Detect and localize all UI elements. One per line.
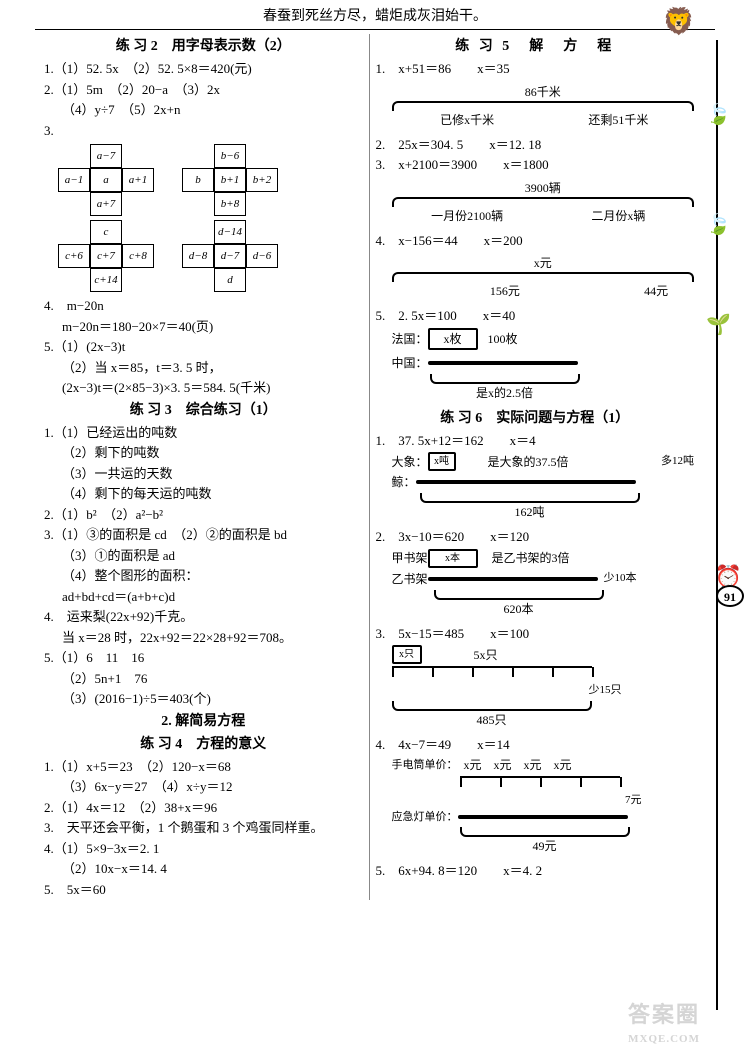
ex5-line: 2. 25x＝304. 5 x＝12. 18	[376, 135, 695, 155]
ex2-line: 3.	[44, 121, 363, 141]
ex3-line: （2）剩下的吨数	[44, 443, 363, 463]
ex3-line: 5.（1）6 11 16	[44, 648, 363, 668]
corner-lion-icon: 🦁	[663, 2, 695, 41]
cross-c: c c+6c+7c+8 c+14	[58, 220, 154, 292]
ex4-line: 1.（1）x+5＝23 （2）120−x＝68	[44, 757, 363, 777]
ex4-line: （2）10x−x＝14. 4	[44, 859, 363, 879]
ex4-line: 3. 天平还会平衡，1 个鹅蛋和 3 个鸡蛋同样重。	[44, 818, 363, 838]
ex2-line: (2x−3)t＝(2×85−3)×3. 5＝584. 5(千米)	[44, 378, 363, 398]
watermark: 答案圈 MXQE.COM	[628, 998, 700, 1048]
ex6-line: 1. 37. 5x+12＝162 x＝4	[376, 431, 695, 451]
page-number-badge: 91	[716, 585, 744, 607]
ex5-line: 4. x−156＝44 x＝200	[376, 231, 695, 251]
ex3-line: （3）一共运的天数	[44, 464, 363, 484]
diagram-xyuan: x元 156元44元	[392, 254, 695, 300]
ex2-line: m−20n＝180−20×7＝40(页)	[44, 317, 363, 337]
diagram-86km: 86千米 已修x千米还剩51千米	[392, 83, 695, 129]
diagram-5x: x只 5x只 少15只 485只	[392, 645, 695, 729]
ex2-line: 5.（1）(2x−3)t	[44, 337, 363, 357]
ex3-line: （3）(2016−1)÷5＝403(个)	[44, 689, 363, 709]
ex2-title: 练 习 2 用字母表示数（2）	[44, 36, 363, 57]
right-column: 练 习 5 解 方 程 1. x+51＝86 x＝35 86千米 已修x千米还剩…	[370, 34, 701, 900]
ex6-line: 2. 3x−10＝620 x＝120	[376, 527, 695, 547]
ex5-title: 练 习 5 解 方 程	[376, 36, 695, 57]
diagram-bookshelf: 甲书架 x本 是乙书架的3倍 乙书架 少10本 620本	[392, 549, 695, 618]
ex6-line: 4. 4x−7＝49 x＝14	[376, 735, 695, 755]
ex3-line: （4）整个图形的面积：	[44, 566, 363, 586]
cross-d: d−14 d−8d−7d−6 d	[182, 220, 278, 292]
ex6-line: 5. 6x+94. 8＝120 x＝4. 2	[376, 861, 695, 881]
diagram-3900: 3900辆 一月份2100辆二月份x辆	[392, 179, 695, 225]
ex4-line: 5. 5x＝60	[44, 880, 363, 900]
diagram-france-china: 法国： x枚 100枚 中国： 是x的2.5倍	[392, 328, 695, 402]
ex3-line: 3.（1）③的面积是 cd （2）②的面积是 bd	[44, 525, 363, 545]
ex2-line: （4）y÷7 （5）2x+n	[44, 100, 363, 120]
cross-row-2: c c+6c+7c+8 c+14 d−14 d−8d−7d−6 d	[44, 220, 363, 292]
header-quote: 春蚕到死丝方尽，蜡炬成灰泪始干。	[35, 0, 715, 30]
ex2-line: 4. m−20n	[44, 296, 363, 316]
ex4-line: （3）6x−y＝27 （4）x÷y＝12	[44, 777, 363, 797]
ex2-line: 2.（1）5m （2）20−a （3）2x	[44, 80, 363, 100]
ex3-line: ad+bd+cd＝(a+b+c)d	[44, 587, 363, 607]
ex5-line: 5. 2. 5x＝100 x＝40	[376, 306, 695, 326]
ex3-line: 1.（1）已经运出的吨数	[44, 423, 363, 443]
ex3-line: 当 x＝28 时，22x+92＝22×28+92＝708。	[44, 628, 363, 648]
ex3-line: （4）剩下的每天运的吨数	[44, 484, 363, 504]
ex6-title: 练 习 6 实际问题与方程（1）	[376, 408, 695, 429]
cross-row-1: a−7 a−1aa+1 a+7 b−6 bb+1b+2 b+8	[44, 144, 363, 216]
ex3-line: （2）5n+1 76	[44, 669, 363, 689]
ex3-line: 4. 运来梨(22x+92)千克。	[44, 607, 363, 627]
diagram-flashlight: 手电筒单价： x元 x元 x元 x元 7元 应急灯单价： 49元	[392, 756, 695, 855]
ex3-title: 练 习 3 综合练习（1）	[44, 400, 363, 421]
cross-a: a−7 a−1aa+1 a+7	[58, 144, 154, 216]
ex2-line: （2）当 x＝85，t＝3. 5 时，	[44, 358, 363, 378]
ex3-line: 2.（1）b² （2）a²−b²	[44, 505, 363, 525]
cross-b: b−6 bb+1b+2 b+8	[182, 144, 278, 216]
ex3-line: （3）①的面积是 ad	[44, 546, 363, 566]
ex6-line: 3. 5x−15＝485 x＝100	[376, 624, 695, 644]
ex5-line: 3. x+2100＝3900 x＝1800	[376, 155, 695, 175]
ex4-line: 2.（1）4x＝12 （2）38+x＝96	[44, 798, 363, 818]
left-column: 练 习 2 用字母表示数（2） 1.（1）52. 5x （2）52. 5×8＝4…	[38, 34, 370, 900]
ex4-title: 练 习 4 方程的意义	[44, 734, 363, 755]
side-decoration: 🍃 🍃 🌱	[704, 40, 732, 1010]
section2-title: 2. 解简易方程	[44, 711, 363, 732]
diagram-elephant-whale: 大象： x吨 是大象的37.5倍 多12吨 鲸： 162吨	[392, 452, 695, 521]
ex5-line: 1. x+51＝86 x＝35	[376, 59, 695, 79]
ex2-line: 1.（1）52. 5x （2）52. 5×8＝420(元)	[44, 59, 363, 79]
ex4-line: 4.（1）5×9−3x＝2. 1	[44, 839, 363, 859]
